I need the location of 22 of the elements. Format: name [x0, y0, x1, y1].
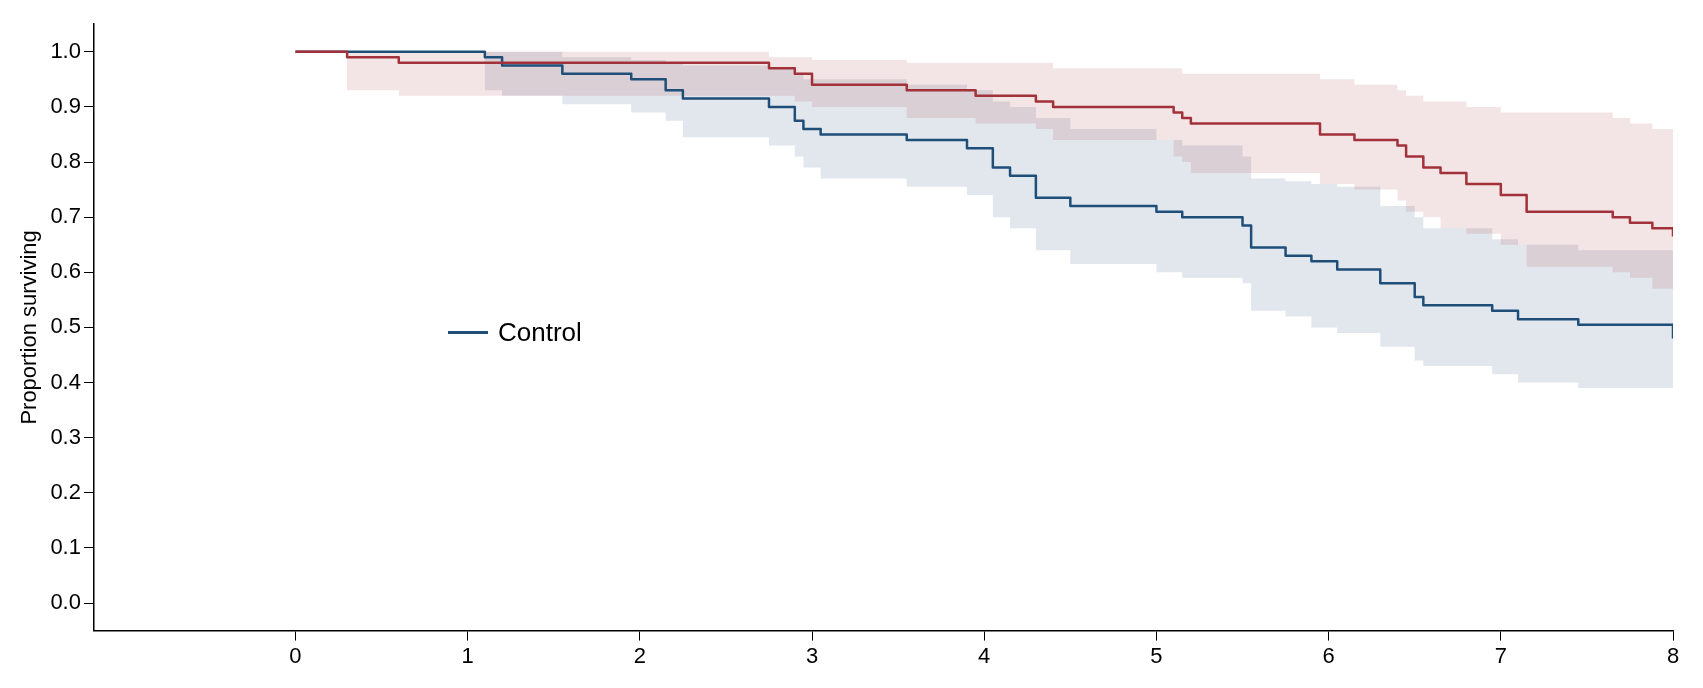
- x-tick-label: 7: [1494, 642, 1507, 668]
- y-axis-title: Proportion surviving: [16, 230, 42, 425]
- x-tick-label: 1: [461, 642, 474, 668]
- y-tick-label: 0.7: [50, 203, 81, 229]
- x-tick-label: 0: [289, 642, 302, 668]
- x-tick-label: 3: [805, 642, 819, 668]
- y-tick-label: 0.2: [50, 478, 81, 504]
- y-tick-label: 0.1: [50, 533, 81, 559]
- x-tick-label: 4: [978, 642, 991, 668]
- y-tick-label: 0.4: [50, 368, 81, 394]
- y-tick-label: 0.3: [50, 423, 81, 449]
- y-tick-label: 1.0: [50, 37, 81, 63]
- y-tick-label: 0.9: [50, 92, 81, 118]
- y-tick-label: 0.8: [50, 148, 81, 174]
- y-tick-label: 0.0: [50, 589, 81, 615]
- x-tick-label: 8: [1666, 642, 1680, 668]
- y-tick-label: 0.6: [50, 258, 81, 284]
- legend-label: Control: [498, 316, 582, 349]
- x-tick-label: 5: [1150, 642, 1163, 668]
- x-tick-label: 2: [633, 642, 646, 668]
- x-tick-label: 6: [1322, 642, 1335, 668]
- y-tick-label: 0.5: [50, 313, 81, 339]
